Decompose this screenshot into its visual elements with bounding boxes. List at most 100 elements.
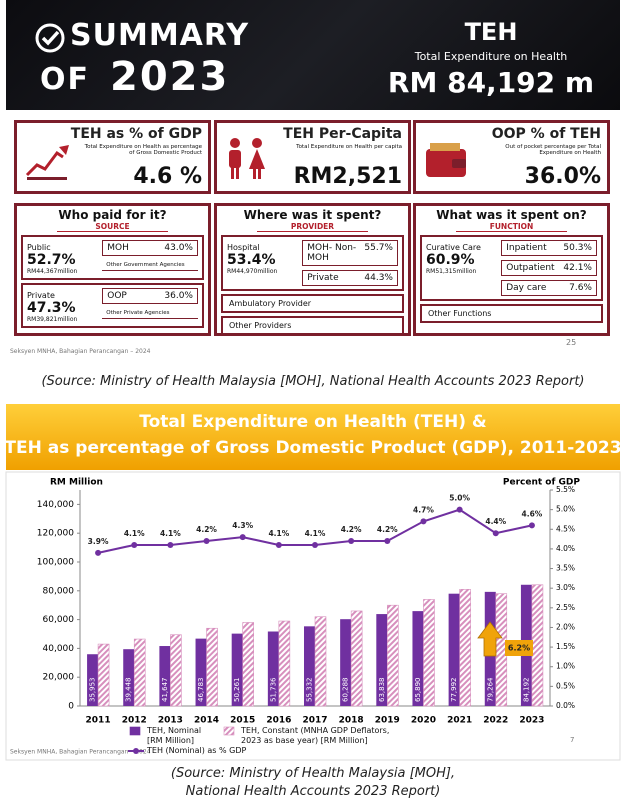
legend-swatch — [129, 726, 141, 736]
line-value-label: 4.1% — [268, 529, 289, 538]
chart-footer: Seksyen MNHA, Bahagian Perancangan – 202… — [10, 749, 151, 756]
item-box: OOP 36.0% — [102, 288, 198, 304]
bar — [531, 584, 544, 707]
group-right: Inpatient 50.3% Outpatient 42.1% Day care 7.6… — [501, 240, 597, 296]
line-marker — [420, 518, 427, 525]
bar-value-label: 35,953 — [89, 678, 97, 703]
category-row: Other Functions — [420, 304, 603, 323]
legend-label: TEH, Constant (MNHA GDP Deflators, 2023 … — [241, 726, 390, 745]
source-caption: (Source: Ministry of Health Malaysia [MO… — [41, 374, 585, 389]
card-note: Total Expenditure on Health per capita — [296, 144, 402, 150]
header-banner: SUMMARY OF 2023 TEH Total Expenditure on… — [6, 0, 620, 110]
line-value-label: 4.7% — [413, 505, 434, 514]
item-label: OOP — [107, 291, 127, 301]
group-right: MOH 43.0% Other Government Agencies — [102, 240, 198, 275]
card-icon — [229, 138, 265, 179]
summary-of: OF — [40, 62, 90, 97]
teh-full: Total Expenditure on Health — [414, 50, 568, 63]
bar — [242, 622, 254, 707]
column-subtitle: SOURCE — [57, 222, 168, 232]
teh-amount: RM 84,192 m — [387, 66, 595, 99]
bar-value-label: 65,890 — [414, 678, 422, 703]
item-note: Other Private Agencies — [102, 308, 198, 319]
x-tick-label: 2022 — [483, 716, 508, 726]
bar-value-label: 79,264 — [486, 677, 494, 702]
item-value: 50.3% — [563, 243, 592, 253]
source-group: Private 47.3% RM39,821million OOP 36.0% Other… — [21, 283, 204, 328]
item-label: Inpatient — [506, 243, 547, 253]
group-left: Hospital 53.4% RM44,970million — [227, 240, 302, 286]
item-label: MOH- Non-MOH — [307, 243, 357, 263]
x-tick-label: 2012 — [122, 716, 147, 726]
item-label: MOH — [107, 243, 129, 253]
card-icon — [426, 143, 466, 177]
y-tick-label: 120,000 — [37, 529, 74, 539]
x-tick-label: 2016 — [266, 716, 291, 726]
line-value-label: 4.1% — [305, 529, 326, 538]
group-left: Public 52.7% RM44,367million — [27, 240, 102, 275]
item-box: Day care 7.6% — [501, 280, 597, 296]
chart-page: 7 — [570, 736, 574, 744]
summary-column: What was it spent on? FUNCTION Curative Ca… — [413, 203, 610, 336]
legend-swatch — [223, 726, 235, 736]
y2-tick-label: 0.5% — [556, 681, 575, 690]
bar — [459, 589, 471, 707]
check-icon — [35, 23, 65, 53]
column-title: Who paid for it? — [58, 208, 167, 222]
source-group: Public 52.7% RM44,367million MOH 43.0% Other … — [21, 235, 204, 280]
item-label: Day care — [506, 283, 547, 293]
bar-value-label: 77,992 — [450, 678, 458, 703]
group-pct: 52.7% — [27, 252, 76, 268]
summary-footer: Seksyen MNHA, Bahagian Perancangan – 202… — [10, 348, 151, 355]
summary-card: TEH as % of GDP Total Expenditure on Heal… — [14, 120, 211, 194]
card-value: 36.0% — [524, 164, 601, 189]
teh-label: TEH — [464, 18, 518, 46]
chart-title: TEH as percentage of Gross Domestic Prod… — [4, 438, 621, 458]
y2-tick-label: 5.0% — [556, 505, 575, 514]
summary-column: Where was it spent? PROVIDER Hospital 53.4%… — [214, 203, 411, 336]
legend-entry: TEH (Nominal) as % GDP — [128, 746, 258, 756]
line-marker — [203, 538, 210, 545]
annotation: 6.2% — [508, 644, 530, 653]
chart-title: Total Expenditure on Health (TEH) & — [139, 412, 487, 432]
y-tick-label: 60,000 — [43, 615, 75, 625]
y2-tick-label: 1.5% — [556, 642, 575, 651]
item-label: Private — [307, 273, 339, 283]
line-marker — [131, 541, 138, 548]
line-value-label: 4.2% — [377, 525, 398, 534]
y-tick-label: 80,000 — [43, 586, 75, 596]
y2-tick-label: 2.0% — [556, 622, 575, 631]
y2-axis-label: Percent of GDP — [503, 478, 581, 488]
group-amount: RM44,970million — [227, 268, 278, 275]
source-group: Curative Care 60.9% RM51,315million Inpatie… — [420, 235, 603, 301]
bar-value-label: 60,288 — [342, 678, 350, 703]
bar — [340, 619, 352, 706]
group-amount: RM44,367million — [27, 268, 78, 275]
annotation-box — [505, 640, 533, 656]
group-label: Curative Care — [426, 243, 481, 252]
line-marker — [384, 538, 391, 545]
legend-label: TEH, Nominal [RM Million] — [147, 726, 202, 745]
legend-entry: TEH, Constant (MNHA GDP Deflators, 2023 … — [222, 726, 412, 746]
line-value-label: 4.3% — [232, 521, 253, 530]
group-pct: 60.9% — [426, 252, 475, 268]
line-marker — [275, 541, 282, 548]
summary-card: TEH Per-Capita Total Expenditure on Healt… — [214, 120, 411, 194]
item-value: 42.1% — [563, 263, 592, 273]
bar-value-label: 84,192 — [522, 678, 530, 703]
y-tick-label: 40,000 — [43, 644, 75, 654]
bar-value-label: 41,647 — [161, 678, 169, 703]
x-tick-label: 2011 — [86, 716, 111, 726]
y2-tick-label: 4.0% — [556, 544, 575, 553]
y2-tick-label: 3.5% — [556, 564, 575, 573]
chart-frame — [5, 471, 621, 761]
x-tick-label: 2021 — [447, 716, 472, 726]
legend-entry: TEH, Nominal [RM Million] — [128, 726, 218, 746]
item-value: 36.0% — [164, 291, 193, 301]
bar — [412, 611, 424, 706]
legend: TEH, Nominal [RM Million] TEH, Constant (… — [128, 726, 548, 756]
line-value-label: 4.2% — [196, 525, 217, 534]
bar — [159, 646, 171, 706]
line-value-label: 4.1% — [124, 529, 145, 538]
